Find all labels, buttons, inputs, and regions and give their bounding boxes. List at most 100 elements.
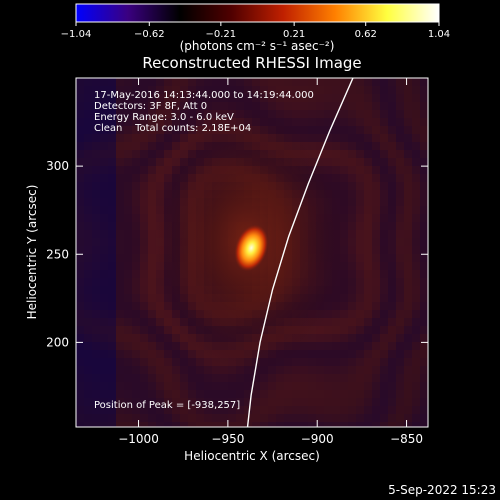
heatmap-cell xyxy=(420,246,428,254)
heatmap-cell xyxy=(156,366,164,374)
heatmap-cell xyxy=(196,110,204,118)
heatmap-cell xyxy=(140,254,148,262)
heatmap-cell xyxy=(92,134,100,142)
heatmap-cell xyxy=(372,374,380,382)
heatmap-cell xyxy=(404,286,412,294)
heatmap-cell xyxy=(412,278,420,286)
heatmap-cell xyxy=(188,406,196,414)
heatmap-cell xyxy=(148,182,156,190)
heatmap-cell xyxy=(388,366,396,374)
heatmap-cell xyxy=(156,390,164,398)
heatmap-cell xyxy=(332,102,340,110)
heatmap-cell xyxy=(364,406,372,414)
heatmap-cell xyxy=(404,214,412,222)
heatmap-cell xyxy=(100,142,108,150)
heatmap-cell xyxy=(148,126,156,134)
heatmap-cell xyxy=(84,238,92,246)
heatmap-cell xyxy=(100,110,108,118)
heatmap-cell xyxy=(76,406,84,414)
heatmap-cell xyxy=(372,302,380,310)
heatmap-cell xyxy=(228,110,236,118)
heatmap-cell xyxy=(180,374,188,382)
heatmap-cell xyxy=(108,286,116,294)
heatmap-cell xyxy=(268,110,276,118)
heatmap-cell xyxy=(268,78,276,86)
heatmap-cell xyxy=(420,182,428,190)
heatmap-cell xyxy=(76,342,84,350)
heatmap-cell xyxy=(148,422,156,427)
heatmap-cell xyxy=(300,78,308,86)
heatmap-cell xyxy=(132,262,140,270)
heatmap-cell xyxy=(324,358,332,366)
heatmap-cell xyxy=(180,406,188,414)
heatmap-cell xyxy=(124,150,132,158)
heatmap-cell xyxy=(108,150,116,158)
heatmap-cell xyxy=(412,382,420,390)
heatmap-cell xyxy=(380,254,388,262)
heatmap-cell xyxy=(380,246,388,254)
heatmap-cell xyxy=(180,126,188,134)
x-axis-label: Heliocentric X (arcsec) xyxy=(184,449,320,463)
heatmap-cell xyxy=(84,126,92,134)
heatmap-cell xyxy=(132,158,140,166)
heatmap-cell xyxy=(220,390,228,398)
heatmap-cell xyxy=(164,334,172,342)
heatmap-cell xyxy=(188,374,196,382)
heatmap-cell xyxy=(116,198,124,206)
heatmap-cell xyxy=(100,398,108,406)
heatmap-cell xyxy=(180,118,188,126)
heatmap-cell xyxy=(388,262,396,270)
heatmap-cell xyxy=(172,334,180,342)
heatmap-cell xyxy=(348,422,356,427)
heatmap-cell xyxy=(348,78,356,86)
heatmap-cell xyxy=(180,342,188,350)
heatmap-cell xyxy=(172,94,180,102)
heatmap-cell xyxy=(84,318,92,326)
heatmap-cell xyxy=(364,326,372,334)
colorbar-tick-label: −0.62 xyxy=(134,29,165,40)
solar-limb-line xyxy=(246,78,354,427)
heatmap-cell xyxy=(420,150,428,158)
heatmap-cell xyxy=(348,414,356,422)
heatmap-cell xyxy=(364,366,372,374)
heatmap-cell xyxy=(420,398,428,406)
heatmap-cell xyxy=(148,318,156,326)
heatmap-cell xyxy=(388,358,396,366)
heatmap-cell xyxy=(356,310,364,318)
heatmap-cell xyxy=(420,222,428,230)
heatmap-cell xyxy=(132,166,140,174)
heatmap-cell xyxy=(212,382,220,390)
heatmap-cell xyxy=(84,262,92,270)
heatmap-cell xyxy=(100,102,108,110)
heatmap-cell xyxy=(388,166,396,174)
heatmap-cell xyxy=(124,286,132,294)
heatmap-cell xyxy=(276,414,284,422)
heatmap-cell xyxy=(148,230,156,238)
heatmap-cell xyxy=(212,366,220,374)
heatmap-cell xyxy=(396,270,404,278)
heatmap-cell xyxy=(388,278,396,286)
heatmap-cell xyxy=(220,86,228,94)
heatmap-cell xyxy=(324,334,332,342)
heatmap-cell xyxy=(180,350,188,358)
heatmap-cell xyxy=(76,238,84,246)
x-tick-label: −900 xyxy=(301,432,334,446)
heatmap-cell xyxy=(172,126,180,134)
heatmap-cell xyxy=(132,366,140,374)
heatmap-cell xyxy=(268,374,276,382)
heatmap-cell xyxy=(356,350,364,358)
x-tick-label: −950 xyxy=(211,432,244,446)
heatmap-cell xyxy=(92,286,100,294)
heatmap-cell xyxy=(396,406,404,414)
heatmap-cell xyxy=(148,134,156,142)
heatmap-cell xyxy=(396,326,404,334)
heatmap-cell xyxy=(364,334,372,342)
heatmap-cell xyxy=(356,118,364,126)
heatmap-cell xyxy=(124,134,132,142)
heatmap-cell xyxy=(388,238,396,246)
heatmap-cell xyxy=(356,414,364,422)
heatmap-cell xyxy=(156,126,164,134)
heatmap-cell xyxy=(412,150,420,158)
heatmap-cell xyxy=(356,158,364,166)
heatmap-cell xyxy=(300,118,308,126)
